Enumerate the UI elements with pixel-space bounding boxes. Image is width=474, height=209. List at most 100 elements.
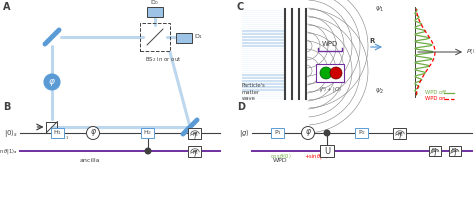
Bar bbox=[242, 83, 284, 85]
Bar bbox=[242, 22, 284, 23]
Bar bbox=[242, 78, 284, 79]
Bar bbox=[189, 145, 201, 157]
Bar bbox=[242, 77, 284, 79]
Text: WPD on: WPD on bbox=[425, 97, 446, 102]
Bar bbox=[242, 52, 284, 53]
Bar bbox=[189, 127, 201, 139]
Circle shape bbox=[145, 148, 151, 154]
Bar bbox=[242, 88, 284, 89]
Text: $\varphi$: $\varphi$ bbox=[48, 76, 56, 88]
Bar bbox=[242, 70, 284, 71]
Bar bbox=[142, 128, 155, 138]
Text: A: A bbox=[3, 2, 10, 12]
Bar bbox=[320, 145, 334, 157]
Bar bbox=[316, 64, 344, 82]
Text: $\mathrm{D_1}$: $\mathrm{D_1}$ bbox=[194, 33, 203, 41]
Bar bbox=[242, 86, 284, 88]
Text: $\psi_2$: $\psi_2$ bbox=[375, 86, 384, 96]
Bar bbox=[242, 30, 284, 31]
Text: M: M bbox=[193, 150, 197, 155]
Text: $\mathrm{BS_2}$ in or out: $\mathrm{BS_2}$ in or out bbox=[145, 55, 182, 64]
Circle shape bbox=[330, 67, 342, 79]
Text: R: R bbox=[369, 38, 374, 44]
Bar bbox=[242, 94, 284, 95]
Bar bbox=[242, 74, 284, 76]
Bar bbox=[242, 10, 284, 11]
Bar bbox=[242, 32, 284, 33]
Bar bbox=[242, 14, 284, 15]
Text: M: M bbox=[398, 132, 402, 137]
Bar bbox=[242, 45, 284, 47]
Text: $\varphi$: $\varphi$ bbox=[304, 127, 311, 139]
Text: $\cos\theta|0\rangle_a + \sin\theta|1\rangle_a$: $\cos\theta|0\rangle_a + \sin\theta|1\ra… bbox=[0, 147, 18, 155]
Bar bbox=[242, 54, 284, 55]
Text: WPD: WPD bbox=[322, 41, 338, 47]
Bar bbox=[242, 56, 284, 57]
Bar bbox=[242, 24, 284, 25]
Text: $\mathrm{P_1}$: $\mathrm{P_1}$ bbox=[274, 129, 282, 138]
Text: $+ \sin\theta|\alpha\rangle$: $+ \sin\theta|\alpha\rangle$ bbox=[304, 152, 329, 161]
Bar bbox=[242, 40, 284, 41]
Text: WPD: WPD bbox=[273, 158, 287, 163]
Text: $|g\rangle$: $|g\rangle$ bbox=[239, 127, 250, 139]
Text: Particle's
matter
wave: Particle's matter wave bbox=[242, 83, 266, 101]
Bar bbox=[242, 44, 284, 45]
Bar bbox=[242, 39, 284, 41]
Bar bbox=[242, 20, 284, 21]
Text: D: D bbox=[237, 102, 245, 112]
Bar bbox=[242, 26, 284, 27]
Text: $\mathrm{M_2}$: $\mathrm{M_2}$ bbox=[451, 146, 459, 155]
Circle shape bbox=[44, 74, 60, 90]
Bar bbox=[242, 46, 284, 47]
Bar bbox=[242, 12, 284, 13]
Bar bbox=[242, 68, 284, 69]
Bar bbox=[242, 58, 284, 59]
Bar bbox=[242, 18, 284, 19]
Bar bbox=[272, 128, 284, 138]
Text: WPD off: WPD off bbox=[425, 90, 446, 96]
Bar bbox=[242, 96, 284, 97]
Bar bbox=[242, 84, 284, 85]
Bar bbox=[242, 34, 284, 35]
Bar bbox=[242, 33, 284, 35]
Circle shape bbox=[324, 130, 330, 136]
Bar bbox=[242, 50, 284, 51]
Bar bbox=[176, 33, 192, 43]
Bar bbox=[242, 98, 284, 99]
Text: $|0\rangle_s$: $|0\rangle_s$ bbox=[4, 127, 18, 139]
Bar bbox=[242, 82, 284, 83]
Bar bbox=[242, 62, 284, 63]
Bar bbox=[147, 7, 163, 17]
Bar bbox=[242, 42, 284, 43]
Bar bbox=[393, 127, 407, 139]
Bar bbox=[242, 60, 284, 61]
Bar bbox=[242, 74, 284, 75]
Bar bbox=[242, 86, 284, 87]
Bar bbox=[242, 64, 284, 65]
Bar bbox=[242, 48, 284, 49]
Bar bbox=[242, 80, 284, 82]
Text: $|F\rangle + |O\rangle$: $|F\rangle + |O\rangle$ bbox=[319, 85, 341, 94]
Bar bbox=[242, 30, 284, 32]
Text: $\cos\theta\langle 0\rangle$: $\cos\theta\langle 0\rangle$ bbox=[270, 152, 292, 160]
Bar bbox=[242, 28, 284, 29]
Bar bbox=[242, 38, 284, 39]
Bar bbox=[140, 23, 170, 51]
Text: $\mathrm{P_2}$: $\mathrm{P_2}$ bbox=[358, 129, 366, 138]
Bar bbox=[242, 92, 284, 93]
Text: $P(\mathbf{R})$: $P(\mathbf{R})$ bbox=[466, 47, 474, 56]
Text: $\mathrm{BS_1}$: $\mathrm{BS_1}$ bbox=[58, 134, 70, 142]
Bar bbox=[242, 36, 284, 38]
Text: $\mathrm{D_0}$: $\mathrm{D_0}$ bbox=[150, 0, 160, 8]
Bar bbox=[242, 72, 284, 73]
Bar bbox=[242, 80, 284, 81]
Text: ancilla: ancilla bbox=[80, 158, 100, 163]
Circle shape bbox=[320, 67, 332, 79]
Text: $\mathrm{H_1}$: $\mathrm{H_1}$ bbox=[54, 129, 63, 138]
Bar bbox=[242, 90, 284, 91]
Circle shape bbox=[301, 126, 315, 139]
Bar bbox=[242, 42, 284, 44]
Bar bbox=[242, 66, 284, 67]
Bar bbox=[52, 128, 64, 138]
Bar bbox=[242, 89, 284, 91]
